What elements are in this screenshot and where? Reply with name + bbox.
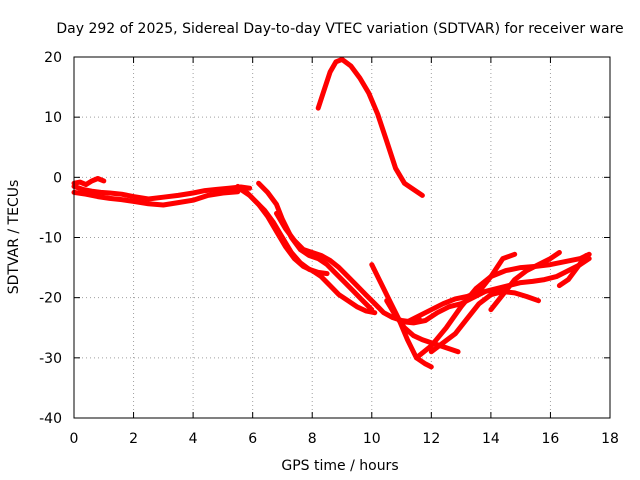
x-tick-label: 10 <box>363 431 381 447</box>
y-tick-label: -30 <box>39 351 62 367</box>
series-line-track-m <box>405 251 518 325</box>
y-tick-label: 10 <box>44 110 62 126</box>
series-line-track-o <box>488 250 562 313</box>
series-line-track-g <box>274 210 422 325</box>
y-tick-label: -10 <box>39 231 62 247</box>
x-tick-label: 8 <box>308 431 317 447</box>
series-line-track-j <box>384 298 461 355</box>
x-tick-label: 4 <box>189 431 198 447</box>
y-axis-label: SDTVAR / TECUs <box>6 180 22 295</box>
series-line-track-h <box>315 56 425 198</box>
x-tick-label: 14 <box>482 431 500 447</box>
plot-frame <box>73 56 611 419</box>
x-tick-label: 2 <box>129 431 138 447</box>
series-line-track-f <box>256 180 375 313</box>
grid-lines <box>74 57 610 418</box>
series-line-track-k <box>399 256 592 326</box>
series-line-track-c <box>71 176 107 188</box>
y-tick-labels: -40 -30 -20 -10 0 10 20 <box>39 50 62 427</box>
series-line-track-n <box>428 289 541 355</box>
series-line-track-a <box>71 183 253 202</box>
series-line-track-l <box>413 251 592 361</box>
chart-title: Day 292 of 2025, Sidereal Day-to-day VTE… <box>56 21 623 37</box>
x-tick-label: 16 <box>542 431 560 447</box>
series-line-track-b <box>71 189 241 208</box>
y-tick-label: 0 <box>53 170 62 186</box>
series-line-track-p <box>556 253 589 289</box>
y-tick-label: -20 <box>39 291 62 307</box>
x-tick-labels: 0 2 4 6 8 10 12 14 16 18 <box>70 431 619 447</box>
x-axis-label: GPS time / hours <box>281 458 398 474</box>
y-tick-label: 20 <box>44 50 62 66</box>
y-tick-label: -40 <box>39 411 62 427</box>
series-line-track-e <box>238 186 378 316</box>
data-series <box>71 56 592 370</box>
x-tick-label: 18 <box>601 431 619 447</box>
x-tick-label: 0 <box>70 431 79 447</box>
x-tick-label: 12 <box>422 431 440 447</box>
x-tick-label: 6 <box>248 431 257 447</box>
